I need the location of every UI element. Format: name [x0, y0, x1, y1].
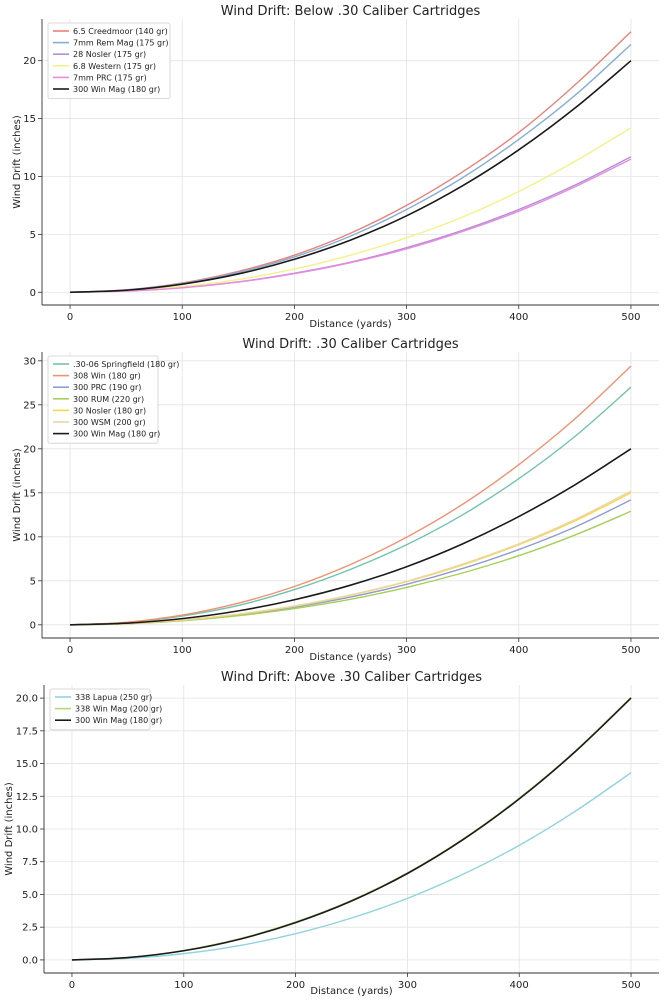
- x-tick-label: 300: [398, 980, 417, 991]
- x-tick-label: 300: [397, 645, 416, 656]
- x-axis-label: Distance (yards): [309, 319, 391, 330]
- legend-entry: 300 Win Mag (180 gr): [75, 716, 162, 725]
- series-line: [70, 60, 632, 294]
- legend-entry: 300 Win Mag (180 gr): [73, 430, 160, 439]
- series-line: [70, 448, 632, 626]
- x-tick-label: 500: [621, 980, 640, 991]
- series-line: [70, 510, 632, 626]
- legend: .30-06 Springfield (180 gr) 308 Win (180 …: [47, 355, 179, 444]
- chart-below-30-caliber: Wind Drift: Below .30 Caliber Cartridges…: [12, 4, 659, 330]
- series-line: [70, 365, 632, 626]
- x-tick-label: 0: [69, 980, 75, 991]
- x-axis-label: Distance (yards): [310, 986, 392, 997]
- legend-entry: 7mm PRC (175 gr): [73, 73, 147, 82]
- x-tick-label: 100: [173, 312, 192, 323]
- x-tick-label: 0: [67, 312, 73, 323]
- y-axis-label: Wind Drift (inches): [4, 782, 15, 876]
- y-tick-label: 5.0: [22, 890, 38, 901]
- y-tick-label: 15.0: [16, 759, 38, 770]
- chart-title: Wind Drift: .30 Caliber Cartridges: [242, 337, 458, 352]
- series-line: [70, 127, 632, 293]
- chart-above-30-caliber: Wind Drift: Above .30 Caliber Cartridges…: [4, 670, 659, 997]
- gridlines: [44, 685, 659, 973]
- y-tick-label: 10: [23, 532, 36, 543]
- x-tick-label: 200: [286, 980, 305, 991]
- y-tick-label: 5: [30, 576, 36, 587]
- legend-entry: 338 Lapua (250 gr): [75, 693, 152, 702]
- legend-entry: 300 WSM (200 gr): [73, 418, 146, 427]
- y-axis-label: Wind Drift (inches): [12, 448, 23, 542]
- x-axis-label: Distance (yards): [309, 652, 391, 663]
- x-tick-label: 200: [285, 645, 304, 656]
- series-line: [70, 490, 632, 626]
- legend-entry: 300 RUM (220 gr): [73, 395, 144, 404]
- chart-title: Wind Drift: Above .30 Caliber Cartridges: [221, 670, 482, 685]
- x-tick-label: 100: [173, 645, 192, 656]
- legend-box: [49, 688, 151, 731]
- y-tick-label: 25: [23, 400, 36, 411]
- y-tick-label: 7.5: [22, 857, 38, 868]
- x-tick-label: 100: [174, 980, 193, 991]
- legend: 338 Lapua (250 gr) 338 Win Mag (200 gr) 30…: [49, 688, 162, 731]
- y-tick-label: 17.5: [16, 726, 38, 737]
- x-tick-label: 400: [510, 980, 529, 991]
- x-tick-label: 400: [509, 645, 528, 656]
- x-tick-label: 500: [621, 312, 640, 323]
- legend-entry: 28 Nosler (175 gr): [73, 50, 146, 59]
- x-tick-label: 400: [509, 312, 528, 323]
- y-tick-label: 15: [23, 488, 36, 499]
- y-tick-label: 20: [23, 444, 36, 455]
- x-tick-label: 200: [285, 312, 304, 323]
- x-tick-label: 500: [621, 645, 640, 656]
- y-tick-label: 12.5: [16, 792, 38, 803]
- series-line: [70, 492, 632, 626]
- legend-entry: 338 Win Mag (200 gr): [75, 705, 162, 714]
- legend-entry: 6.5 Creedmoor (140 gr): [73, 27, 168, 36]
- series-line: [70, 158, 632, 293]
- legend-entry: .30-06 Springfield (180 gr): [73, 360, 179, 369]
- y-axis-label: Wind Drift (inches): [12, 115, 23, 209]
- legend-entry: 7mm Rem Mag (175 gr): [73, 39, 169, 48]
- x-tick-label: 300: [397, 312, 416, 323]
- y-tick-label: 20: [23, 56, 36, 67]
- legend-entry: 30 Nosler (180 gr): [73, 406, 146, 415]
- y-tick-label: 20.0: [16, 694, 38, 705]
- y-tick-label: 0.0: [22, 955, 38, 966]
- y-tick-label: 2.5: [22, 923, 38, 934]
- y-tick-label: 0: [30, 288, 36, 299]
- legend-entry: 300 Win Mag (180 gr): [73, 85, 160, 94]
- legend-box: [47, 22, 171, 99]
- y-tick-label: 0: [30, 620, 36, 631]
- series-line: [71, 772, 632, 961]
- legend-box: [47, 355, 159, 444]
- y-tick-label: 5: [30, 230, 36, 241]
- legend-entry: 300 PRC (190 gr): [73, 383, 141, 392]
- x-tick-label: 0: [67, 645, 73, 656]
- legend-entry: 6.8 Western (175 gr): [73, 62, 156, 71]
- series-line: [70, 499, 632, 626]
- legend-entry: 308 Win (180 gr): [73, 372, 141, 381]
- chart-title: Wind Drift: Below .30 Caliber Cartridges: [221, 4, 481, 19]
- y-tick-label: 30: [23, 356, 36, 367]
- y-tick-label: 10.0: [16, 825, 38, 836]
- y-tick-label: 15: [23, 114, 36, 125]
- y-tick-label: 10: [23, 172, 36, 183]
- legend: 6.5 Creedmoor (140 gr) 7mm Rem Mag (175 g…: [47, 22, 171, 99]
- series-line: [71, 697, 632, 961]
